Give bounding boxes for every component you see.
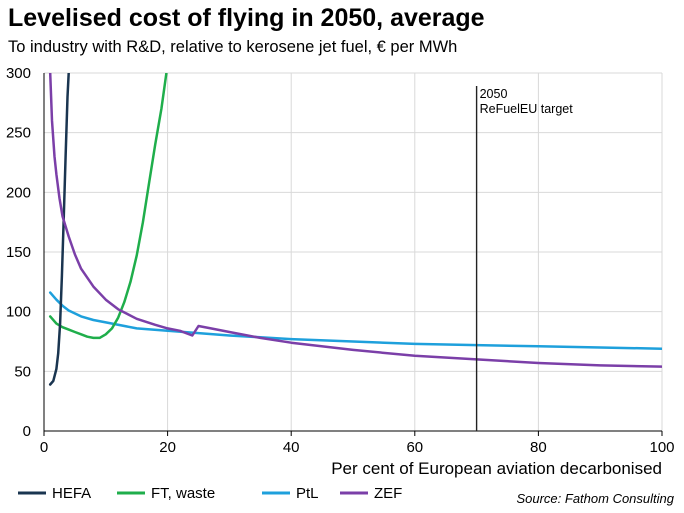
y-tick-label: 300 xyxy=(6,65,31,82)
x-tick-label: 40 xyxy=(283,439,300,456)
chart-subtitle: To industry with R&D, relative to kerose… xyxy=(8,38,458,56)
y-tick-label: 250 xyxy=(6,125,31,142)
x-axis-label: Per cent of European aviation decarbonis… xyxy=(331,459,662,478)
legend-label: HEFA xyxy=(52,485,91,502)
x-tick-label: 20 xyxy=(159,439,176,456)
legend-label: ZEF xyxy=(374,485,402,502)
y-tick-label: 50 xyxy=(14,363,31,380)
x-tick-label: 100 xyxy=(649,439,674,456)
y-tick-label: 100 xyxy=(6,304,31,321)
chart-title: Levelised cost of flying in 2050, averag… xyxy=(8,4,485,32)
axes xyxy=(43,73,663,436)
source-note: Source: Fathom Consulting xyxy=(516,491,674,506)
x-tick-label: 80 xyxy=(530,439,547,456)
y-tick-label: 200 xyxy=(6,184,31,201)
y-tick-label: 0 xyxy=(23,423,31,440)
annotation-target: ReFuelEU target xyxy=(480,102,574,116)
series-line-zef xyxy=(48,73,662,368)
annotation-year: 2050 xyxy=(480,87,508,101)
legend-label: FT, waste xyxy=(151,485,215,502)
x-tick-label: 60 xyxy=(406,439,423,456)
series-lines xyxy=(48,73,662,386)
legend-label: PtL xyxy=(296,485,319,502)
legend: HEFA FT, waste PtL ZEF xyxy=(18,485,402,502)
tick-labels: 0 50 100 150 200 250 300 0 20 40 60 80 100 xyxy=(6,65,675,456)
series-line-hefa xyxy=(48,73,70,386)
series-line-ft-waste xyxy=(48,73,168,340)
y-tick-label: 150 xyxy=(6,244,31,261)
x-tick-label: 0 xyxy=(40,439,48,456)
